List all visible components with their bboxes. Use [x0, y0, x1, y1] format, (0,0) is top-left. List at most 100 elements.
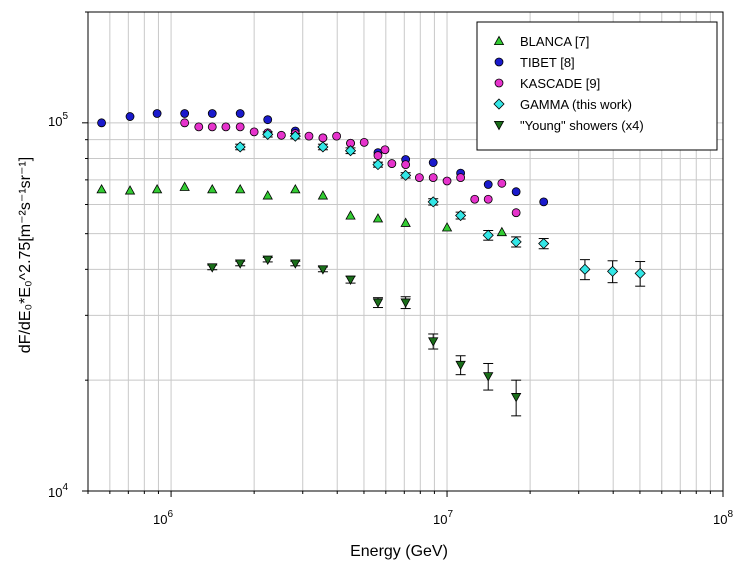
data-point — [125, 112, 135, 121]
data-point — [151, 183, 163, 194]
data-point — [455, 209, 467, 222]
data-point — [428, 173, 438, 182]
data-point — [372, 213, 384, 223]
data-point — [483, 372, 494, 382]
data-point — [96, 183, 107, 194]
data-point — [345, 275, 356, 285]
data-point — [262, 190, 273, 200]
data-point — [207, 183, 218, 194]
data-point — [496, 226, 508, 237]
series-4 — [207, 255, 522, 417]
data-point — [539, 197, 549, 207]
plot-frame — [87, 11, 724, 492]
data-point — [124, 185, 136, 195]
data-point — [428, 158, 438, 167]
data-point — [332, 131, 342, 141]
data-point — [207, 263, 218, 273]
legend-marker — [493, 121, 505, 131]
legend-marker — [493, 98, 505, 110]
data-point — [400, 217, 411, 227]
data-point — [152, 109, 162, 118]
data-point — [373, 151, 383, 160]
data-point — [456, 173, 466, 182]
series-2 — [180, 118, 521, 218]
data-point — [380, 145, 390, 155]
data-point — [180, 118, 190, 128]
data-point — [234, 141, 246, 153]
x-tick-label: 106 — [153, 509, 173, 527]
data-point — [427, 196, 439, 208]
data-point — [372, 298, 384, 308]
data-point — [607, 265, 619, 277]
data-point — [414, 173, 424, 182]
data-point — [441, 222, 453, 232]
x-axis-label: Energy (GeV) — [350, 543, 448, 560]
data-point — [359, 137, 369, 147]
data-point — [510, 393, 522, 403]
data-point — [511, 208, 521, 218]
data-point — [455, 360, 466, 371]
legend-box — [476, 21, 718, 151]
legend-label: GAMMA (this work) — [520, 97, 632, 112]
y-tick-label: 105 — [48, 111, 68, 129]
data-point — [483, 180, 493, 189]
legend-label: "Young" showers (x4) — [520, 118, 644, 133]
x-tick-label: 108 — [713, 509, 733, 527]
data-point — [497, 178, 507, 188]
data-point — [344, 145, 357, 157]
data-point — [263, 115, 273, 125]
data-point — [483, 194, 493, 204]
legend-marker — [494, 78, 504, 88]
data-point — [317, 265, 329, 275]
legend: BLANCA [7] TIBET [8] KASCADE [9] GAMMA (thi… — [476, 21, 718, 151]
data-point — [470, 194, 480, 204]
data-point — [276, 130, 286, 140]
data-point — [207, 122, 217, 132]
legend-label: BLANCA [7] — [520, 34, 589, 49]
legend-marker — [493, 35, 505, 45]
series-3 — [234, 128, 646, 287]
data-point — [249, 127, 259, 137]
data-point — [304, 131, 314, 141]
data-point — [235, 109, 245, 118]
data-point — [634, 267, 646, 279]
data-point — [317, 190, 329, 200]
data-point — [235, 122, 245, 132]
data-point — [97, 118, 106, 128]
data-point — [180, 109, 190, 118]
data-point — [262, 128, 274, 140]
data-point — [579, 263, 591, 275]
data-point — [235, 183, 246, 194]
data-point — [289, 130, 301, 142]
data-series — [96, 109, 646, 417]
data-point — [428, 337, 439, 347]
data-point — [538, 237, 550, 250]
legend-marker — [494, 57, 504, 67]
data-point — [290, 259, 301, 269]
data-point — [194, 122, 204, 132]
axis-ticks — [82, 11, 724, 497]
data-point — [221, 122, 231, 132]
data-point — [482, 229, 494, 241]
data-point — [317, 141, 329, 153]
data-point — [345, 210, 356, 220]
data-point — [400, 298, 411, 308]
legend-label: KASCADE [9] — [520, 76, 600, 91]
data-point — [387, 159, 397, 168]
data-point — [400, 169, 412, 181]
y-tick-label: 104 — [48, 482, 68, 500]
y-axis-label: dF/dE₀*E₀^2.75[m⁻²s⁻¹sr⁻¹] — [17, 157, 34, 353]
series-0 — [96, 181, 508, 237]
data-point — [318, 133, 328, 143]
data-point — [401, 160, 411, 170]
data-point — [511, 187, 521, 197]
data-point — [372, 159, 384, 171]
data-point — [207, 109, 217, 118]
data-point — [510, 236, 522, 248]
data-point — [179, 181, 190, 191]
data-point — [442, 176, 452, 186]
data-point — [290, 183, 301, 194]
legend-label: TIBET [8] — [520, 55, 575, 70]
data-point — [235, 259, 246, 269]
